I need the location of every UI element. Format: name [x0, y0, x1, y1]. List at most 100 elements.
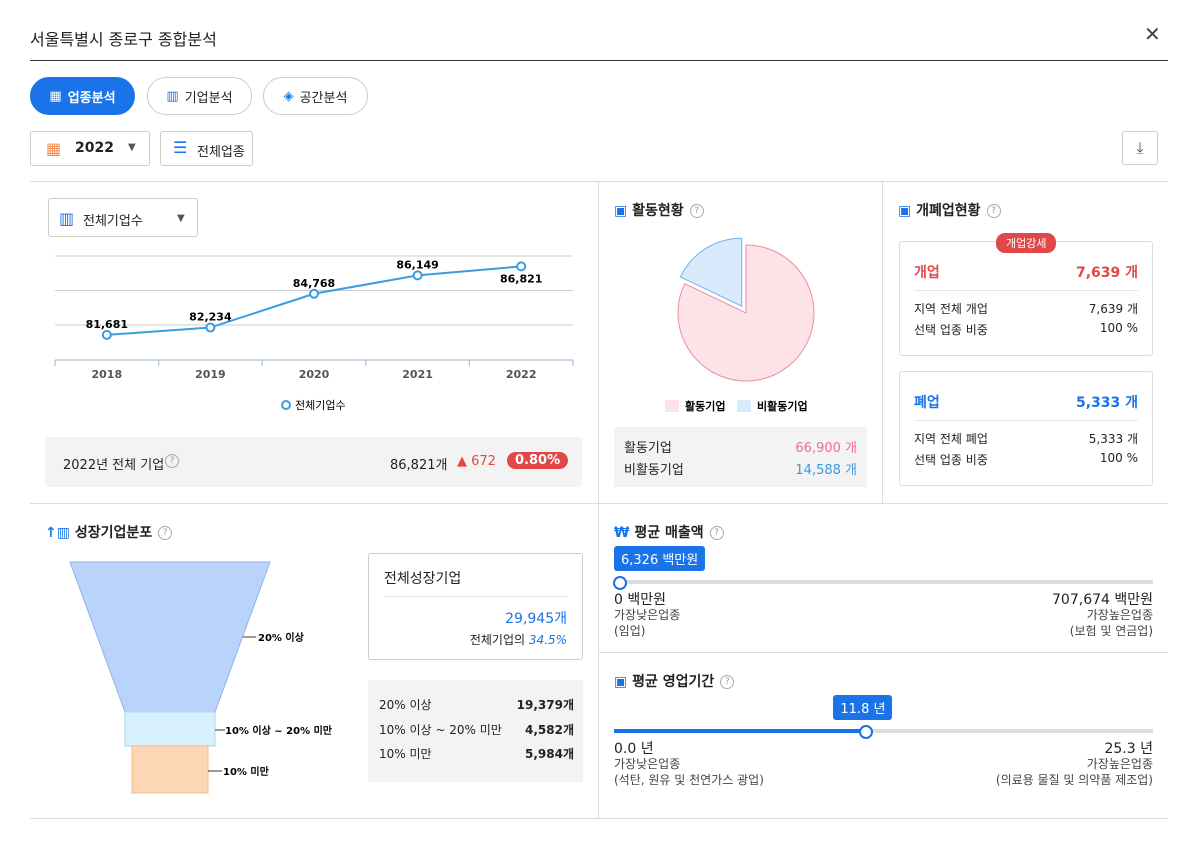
- tab-label: 공간분석: [299, 90, 348, 106]
- industry-select[interactable]: ☰ 전체업종: [160, 131, 253, 166]
- metric-select[interactable]: ▥ 전체기업수 ▼: [48, 198, 198, 237]
- value-bubble: 6,326 백만원: [614, 546, 706, 571]
- section-icon: ₩: [614, 525, 635, 541]
- card-label: 폐업: [914, 395, 940, 411]
- x-tick-label: 2020: [299, 368, 330, 381]
- max-label: 707,674 백만원: [1052, 592, 1153, 608]
- help-icon[interactable]: ?: [689, 204, 704, 218]
- high-industry: (의료용 물질 및 의약품 제조업): [995, 773, 1153, 787]
- row-value: 7,639 개: [1088, 302, 1138, 316]
- point: [205, 322, 216, 333]
- section-icon: ▣: [614, 674, 633, 690]
- tab[interactable]: ◈ 공간분석: [263, 77, 368, 115]
- section-title-text: 평균 매출액: [634, 525, 704, 541]
- change-rate: 0.80%: [507, 452, 569, 469]
- download-button[interactable]: ⤓: [1122, 131, 1158, 165]
- year-value: 2022: [75, 140, 114, 156]
- summary-label: 2022년 전체 기업: [63, 458, 165, 473]
- card-count: 5,333 개: [1075, 395, 1138, 411]
- point: [309, 288, 319, 299]
- pie-slice: [677, 244, 815, 382]
- change: ▲ 672: [457, 454, 496, 469]
- row-value: 19,379개: [516, 698, 574, 712]
- data-label: 84,768: [293, 277, 335, 290]
- year-select[interactable]: ▦ 2022 ▼: [30, 131, 150, 166]
- data-label: 81,681: [86, 318, 128, 331]
- legend-label: 전체기업수: [295, 399, 346, 412]
- tab-label: 기업분석: [184, 90, 233, 106]
- max-label: 25.3 년: [1104, 741, 1153, 757]
- row-label: 지역 전체 개업: [914, 302, 988, 316]
- legend-swatch: [737, 400, 751, 412]
- share: 전체기업의 34.5%: [470, 631, 567, 648]
- help-icon[interactable]: ?: [986, 204, 1001, 218]
- row-label: 지역 전체 폐업: [914, 432, 988, 446]
- funnel-middle: [124, 711, 216, 747]
- change-value: 672: [471, 454, 496, 469]
- card-label: 전체성장기업: [384, 571, 462, 587]
- summary-row: 2022년 전체 기업 ? 86,821개 ▲ 672 0.80%: [45, 437, 582, 487]
- point: [516, 261, 527, 272]
- row-label: 10% 미만: [379, 747, 432, 761]
- help-icon[interactable]: ?: [158, 526, 173, 540]
- funnel: 20% 이상 10% 이상 ~ 20% 미만 10% 미만: [69, 561, 333, 794]
- min-label: 0.0 년: [614, 741, 654, 757]
- slider-knob[interactable]: [859, 725, 874, 739]
- section-title: ₩ 평균 매출액?: [614, 522, 724, 542]
- section-title: ▣ 활동현황?: [614, 200, 704, 220]
- divider: [598, 652, 1168, 653]
- low-industry: (석탄, 원유 및 천연가스 광업): [614, 773, 764, 787]
- point: [412, 270, 423, 281]
- divider: [30, 503, 1168, 504]
- row-value: 5,984개: [525, 747, 574, 761]
- rule: [30, 60, 1168, 61]
- row-value: 5,333 개: [1088, 432, 1138, 446]
- funnel-top: [69, 561, 271, 713]
- help-icon: ?: [709, 526, 724, 540]
- pie-slice: [679, 237, 743, 308]
- high-industry: (보험 및 연금업): [1069, 624, 1153, 638]
- card-label: 개업: [914, 265, 940, 281]
- x-tick-label: 2018: [91, 368, 122, 381]
- row-label: 선택 업종 비중: [914, 323, 988, 337]
- x-tick-label: 2022: [506, 368, 537, 381]
- row-label: 활동기업: [624, 441, 672, 456]
- row-value: 4,582개: [525, 723, 574, 737]
- help-icon: ?: [720, 675, 735, 689]
- growth-table: 20% 이상 19,379개 10% 이상 ~ 20% 미만 4,582개 10…: [368, 680, 583, 782]
- pie-chart: 활동기업 비활동기업: [665, 237, 815, 413]
- help-icon[interactable]: ?: [165, 454, 179, 468]
- activity-table: 활동기업 66,900 개 비활동기업 14,588 개: [614, 427, 867, 487]
- menu-icon: ☰: [173, 138, 188, 157]
- slider-fill: [614, 729, 866, 733]
- tab-label: 업종분석: [67, 90, 116, 106]
- tab[interactable]: ▦ 업종분석: [30, 77, 135, 115]
- metric-value: 전체기업수: [83, 214, 143, 229]
- row-label: 비활동기업: [624, 463, 684, 478]
- row-label: 선택 업종 비중: [914, 453, 988, 467]
- data-label: 82,234: [189, 311, 232, 324]
- line-chart: 2018 2019 2020 2021 2022 81,681 82,234 84,768 86…: [54, 255, 574, 412]
- section-title: ▣ 평균 영업기간?: [614, 671, 735, 691]
- slider-track: [614, 729, 1153, 733]
- divider: [30, 181, 1168, 182]
- section-title-text: 활동현황: [632, 203, 684, 219]
- calendar-icon: ▦: [46, 139, 62, 158]
- row-value: 100 %: [1099, 451, 1138, 465]
- row-label: 10% 이상 ~ 20% 미만: [379, 723, 502, 737]
- open-card: 개업강세 개업 7,639 개 지역 전체 개업 7,639 개 선택 업종 비…: [899, 233, 1153, 356]
- tab[interactable]: ▥ 기업분석: [147, 77, 252, 115]
- summary-value: 86,821개: [390, 458, 448, 473]
- legend-label: 활동기업: [685, 399, 725, 413]
- section-title-text: 평균 영업기간: [632, 674, 715, 690]
- high-caption: 가장높은업종: [1086, 757, 1153, 771]
- legend-swatch: [665, 400, 679, 412]
- row-value: 14,588 개: [795, 463, 857, 478]
- close-button[interactable]: ✕: [1144, 22, 1161, 46]
- low-caption: 가장낮은업종: [614, 757, 681, 771]
- slider-knob[interactable]: [612, 576, 627, 590]
- card-rule: [914, 290, 1138, 291]
- card-rule: [914, 420, 1138, 421]
- building-icon: ▥: [59, 209, 75, 228]
- section-title-text: 개폐업현황: [916, 203, 981, 219]
